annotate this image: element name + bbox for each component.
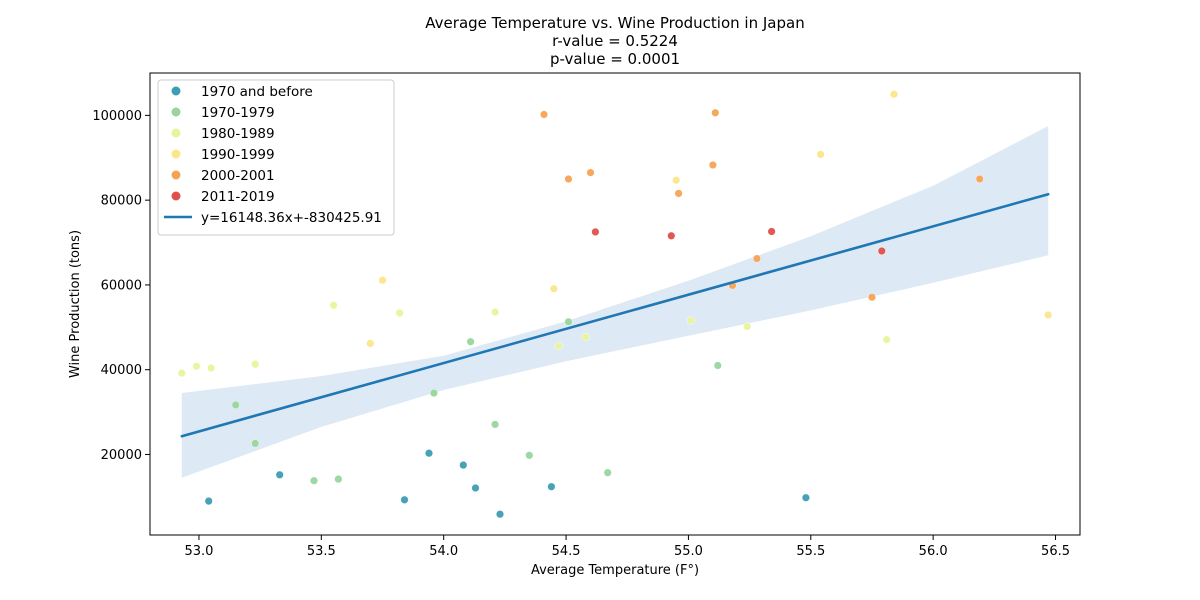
data-point — [525, 451, 534, 460]
legend-entry-label: 2000-2001 — [201, 168, 275, 184]
data-point — [251, 360, 260, 369]
data-point — [667, 231, 676, 240]
data-point — [459, 461, 468, 470]
series-5 — [591, 227, 886, 255]
legend-marker — [171, 86, 181, 96]
chart-subtitle-r-value: r-value = 0.5224 — [552, 32, 678, 50]
legend-regression-label: y=16148.36x+-830425.91 — [201, 210, 382, 226]
series-4 — [540, 108, 984, 302]
data-point — [882, 335, 891, 344]
data-point — [231, 400, 240, 409]
data-point — [251, 439, 260, 448]
x-tick-label: 54.0 — [429, 544, 458, 559]
data-point — [975, 174, 984, 183]
data-point — [890, 90, 899, 99]
data-point — [752, 254, 761, 263]
x-tick-label: 56.0 — [919, 544, 948, 559]
series-2 — [177, 301, 891, 378]
data-point — [708, 160, 717, 169]
y-tick-label: 80000 — [101, 194, 142, 209]
x-tick-label: 53.0 — [184, 544, 213, 559]
data-point — [192, 362, 201, 371]
data-point — [207, 364, 216, 373]
data-point — [540, 110, 549, 119]
data-point — [366, 339, 375, 348]
y-tick-label: 60000 — [101, 278, 142, 293]
data-point — [868, 293, 877, 302]
data-point — [395, 308, 404, 317]
data-point — [496, 510, 505, 519]
legend-entry-label: 2011-2019 — [201, 189, 275, 205]
data-point — [491, 420, 500, 429]
data-point — [547, 482, 556, 491]
data-point — [275, 470, 284, 479]
chart-title: Average Temperature vs. Wine Production … — [425, 14, 804, 32]
data-point — [378, 276, 387, 285]
data-point — [471, 484, 480, 493]
legend-marker — [171, 191, 181, 201]
data-point — [672, 176, 681, 185]
legend-box — [157, 79, 395, 236]
data-point — [603, 468, 612, 477]
x-axis-label: Average Temperature (F°) — [531, 563, 699, 578]
legend-marker — [171, 149, 181, 159]
data-point — [674, 189, 683, 198]
legend-marker — [171, 170, 181, 180]
y-axis-label: Wine Production (tons) — [68, 230, 83, 378]
data-point — [564, 174, 573, 183]
data-point — [177, 369, 186, 378]
series-3 — [366, 90, 1053, 348]
data-point — [801, 493, 810, 502]
x-tick-label: 54.5 — [552, 544, 581, 559]
data-point — [329, 301, 338, 310]
x-tick-label: 53.5 — [307, 544, 336, 559]
y-tick-label: 100000 — [92, 109, 142, 124]
series-1 — [231, 317, 722, 485]
data-point — [400, 495, 409, 504]
legend-entry-label: 1970-1979 — [201, 105, 275, 121]
x-tick-label: 55.5 — [796, 544, 825, 559]
data-point — [204, 497, 213, 506]
regression-line — [180, 192, 1050, 438]
plot-frame — [149, 72, 1081, 536]
x-tick-label: 56.5 — [1041, 544, 1070, 559]
data-point — [767, 227, 776, 236]
data-point — [425, 449, 434, 458]
legend-entry-label: 1970 and before — [201, 84, 313, 100]
data-point — [686, 316, 695, 325]
data-point — [591, 227, 600, 236]
data-point — [334, 475, 343, 484]
y-tick-label: 40000 — [101, 363, 142, 378]
legend-entry-label: 1990-1999 — [201, 147, 275, 163]
data-point — [564, 317, 573, 326]
data-point — [743, 322, 752, 331]
data-point — [581, 333, 590, 342]
data-point — [466, 337, 475, 346]
x-tick-label: 55.0 — [674, 544, 703, 559]
data-point — [877, 246, 886, 255]
legend-marker — [171, 107, 181, 117]
data-point — [711, 108, 720, 117]
data-point — [1044, 311, 1053, 320]
data-point — [549, 284, 558, 293]
data-point — [491, 308, 500, 317]
legend-marker — [171, 128, 181, 138]
data-point — [429, 389, 438, 398]
data-point — [586, 168, 595, 177]
legend: 1970 and before 1970-1979 1980-1989 1990-19… — [157, 79, 395, 236]
confidence-band — [181, 126, 1049, 478]
plot-area: 53.0 53.5 54.0 54.5 55.0 55.5 56.0 56.5 20000 400… — [92, 72, 1081, 559]
series-0 — [204, 449, 810, 519]
y-tick-label: 20000 — [101, 448, 142, 463]
data-point — [310, 476, 319, 485]
data-point — [713, 361, 722, 370]
data-point — [816, 150, 825, 159]
chart-subtitle-p-value: p-value = 0.0001 — [550, 50, 680, 68]
data-point — [554, 342, 563, 351]
legend-entry-label: 1980-1989 — [201, 126, 275, 142]
